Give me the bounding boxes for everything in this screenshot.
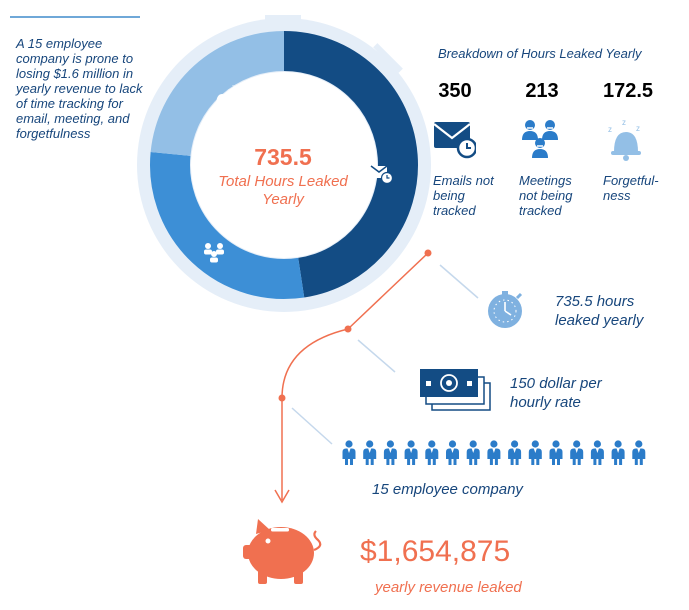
svg-text:z: z: [228, 89, 231, 95]
breakdown-label-meetings: Meetings not being tracked: [519, 173, 573, 218]
svg-text:z: z: [622, 118, 626, 127]
employee-person-icon: [487, 440, 501, 465]
email-clock-icon: [433, 122, 476, 159]
employee-person-icon: [446, 440, 459, 465]
employee-person-icon: [363, 440, 377, 465]
sleeping-bell-icon: z z z: [608, 118, 641, 161]
flow-dot: [344, 325, 352, 333]
donut-people-icon: [204, 243, 224, 263]
donut-total-value: 735.5: [254, 144, 312, 170]
money-stack-icon: [420, 369, 491, 411]
breakdown-value-meetings: 213: [525, 80, 559, 102]
guide-line: [291, 407, 333, 445]
employee-person-icon: [383, 440, 397, 465]
donut-total-label: Total Hours Leaked Yearly: [218, 173, 348, 208]
employee-person-icon: [508, 440, 522, 465]
employee-person-icon: [632, 440, 646, 465]
step-hours-text: 735.5 hours leaked yearly: [555, 293, 644, 329]
employee-person-icon: [466, 440, 480, 465]
breakdown-value-forgetfulness: 172.5: [602, 80, 654, 102]
guide-line: [439, 264, 479, 299]
step-employees-text: 15 employee company: [372, 481, 523, 498]
total-revenue-value: $1,654,875: [360, 535, 511, 568]
employee-person-icon: [611, 440, 625, 465]
breakdown-value-emails: 350: [438, 80, 472, 102]
donut-bell-icon: z z: [214, 85, 235, 113]
employee-person-icon: [528, 440, 542, 465]
svg-text:z: z: [608, 125, 612, 134]
flow-dot: [278, 394, 286, 402]
top-divider: [10, 16, 140, 18]
employee-person-icon: [549, 440, 563, 465]
total-revenue-label: yearly revenue leaked: [375, 579, 522, 596]
step-rate-text: 150 dollar per hourly rate: [510, 375, 602, 411]
breakdown-label-emails: Emails not being tracked: [433, 173, 494, 218]
donut-segment-emails: [283, 31, 418, 298]
donut-email-icon: [370, 165, 394, 185]
employee-person-icon: [590, 440, 604, 465]
breakdown-label-forgetfulness: Forgetful-ness: [603, 173, 659, 203]
intro-text: A 15 employee company is prone to losing…: [16, 36, 143, 141]
flow-dot: [424, 249, 432, 257]
donut-center: [191, 72, 377, 258]
guide-line: [357, 339, 396, 373]
people-group-icon: [522, 120, 558, 158]
svg-text:z: z: [232, 85, 235, 91]
employee-person-icon: [570, 440, 584, 465]
employee-person-icon: [342, 440, 356, 465]
stopwatch-icon: [488, 291, 523, 328]
breakdown-title: Breakdown of Hours Leaked Yearly: [438, 46, 642, 61]
donut-segment-forgetfulness: [150, 31, 285, 157]
employee-person-icon: [404, 440, 418, 465]
piggy-bank-icon: [243, 519, 322, 584]
employee-person-icon: [425, 440, 439, 465]
flow-line: [281, 252, 429, 500]
svg-text:z: z: [636, 124, 640, 133]
flow-arrowhead: [274, 489, 290, 504]
